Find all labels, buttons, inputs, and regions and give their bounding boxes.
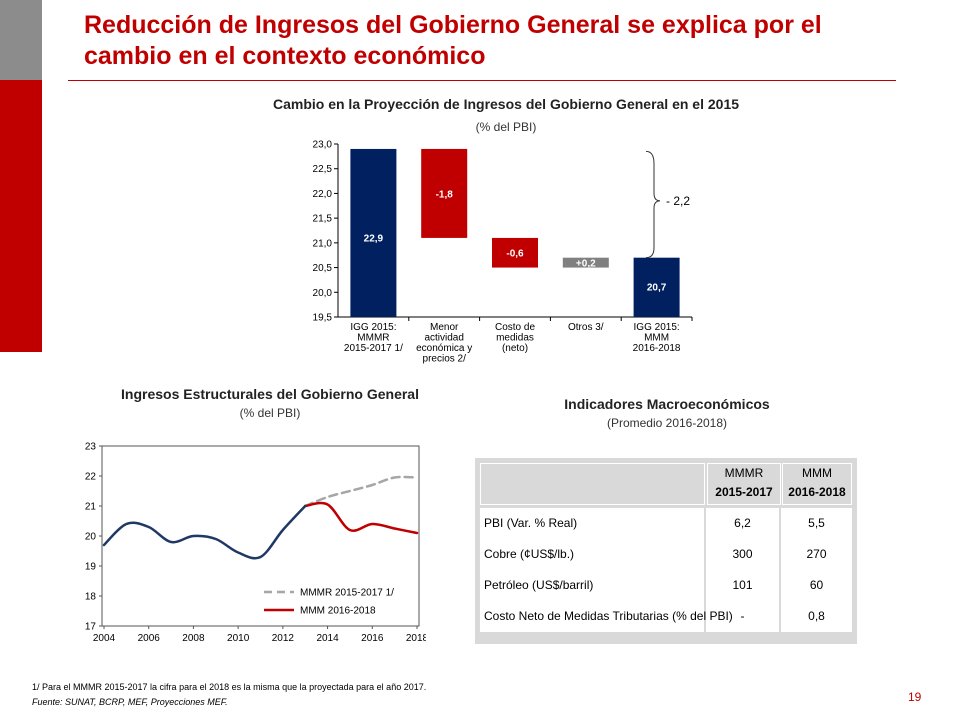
column-header-mmmr-line2: 2015-2017: [715, 485, 773, 499]
footnote: 1/ Para el MMMR 2015-2017 la cifra para …: [32, 682, 427, 692]
series-line: [303, 501, 419, 535]
column-divider-1: [704, 508, 706, 632]
y-tick-label: 21,5: [313, 214, 333, 225]
indicator-value-mmmr: -: [740, 609, 745, 623]
waterfall-bar: [350, 148, 397, 317]
y-tick-label: 17: [85, 622, 97, 633]
legend-label: MMM 2016-2018: [300, 606, 376, 617]
header-blank-cell: [480, 463, 705, 505]
indicator-value-mmmr: 101: [732, 578, 753, 592]
waterfall-bar: [562, 257, 609, 268]
plot-area-border: [101, 445, 420, 627]
slide-title: Reducción de Ingresos del Gobierno Gener…: [84, 10, 924, 72]
page-number: 19: [908, 690, 922, 704]
data-label: -1,8: [436, 189, 454, 200]
data-label: 20,7: [647, 282, 667, 293]
line-chart-title: Ingresos Estructurales del Gobierno Gene…: [121, 386, 419, 402]
y-tick-label: 18: [85, 592, 97, 603]
x-tick-label: IGG 2015: MMM 2016-2018: [633, 322, 681, 354]
indicator-value-mmm: 5,5: [808, 516, 825, 530]
indicator-row: Costo Neto de Medidas Tributarias (% del…: [480, 601, 852, 632]
indicator-value-mmm: 270: [806, 547, 827, 561]
column-divider-2: [779, 508, 781, 632]
waterfall-chart: 19,5 20,0 20,5 21,0 21,5 22,0 22,5 23,0 IGG 2015…: [313, 140, 693, 365]
legend-label: MMMR 2015-2017 1/: [300, 588, 394, 599]
indicator-label: Costo Neto de Medidas Tributarias (% del…: [484, 609, 733, 623]
indicators-subtitle: (Promedio 2016-2018): [606, 416, 728, 430]
indicator-row: PBI (Var. % Real) 6,2 5,5: [480, 508, 852, 539]
indicators-table-frame: MMMR 2015-2017 MMM 2016-2018 PBI (Var. %…: [475, 458, 857, 644]
column-header-mmmr: MMMR 2015-2017: [707, 463, 781, 505]
y-tick-label: 22: [85, 472, 97, 483]
slide-title-line-1: Reducción de Ingresos del Gobierno Gener…: [84, 11, 822, 39]
waterfall-bar: [421, 148, 468, 238]
indicator-value-mmm: 60: [809, 578, 824, 592]
x-tick-label: Menor actividad económica y precios 2/: [416, 322, 472, 365]
indicator-label: Petróleo (US$/barril): [484, 578, 594, 592]
indicators-title: Indicadores Macroeconómicos: [564, 396, 770, 412]
indicator-value-mmmr: 300: [732, 547, 753, 561]
column-header-mmm-line1: MMM: [802, 466, 832, 480]
indicators-body: PBI (Var. % Real) 6,2 5,5 Cobre (¢US$/lb…: [480, 508, 852, 632]
title-divider: [68, 80, 896, 81]
series-line: [303, 475, 419, 508]
y-tick-label: 21: [85, 502, 97, 513]
line-chart-subtitle: (% del PBI): [239, 406, 301, 420]
y-tick-label: 23,0: [313, 140, 333, 151]
indicator-value-mmmr: 6,2: [734, 516, 751, 530]
x-tick-label: 2014: [316, 633, 339, 644]
column-header-mmmr-line1: MMMR: [724, 466, 764, 480]
indicator-row: Petróleo (US$/barril) 101 60: [480, 570, 852, 601]
x-tick-label: 2012: [272, 633, 295, 644]
y-tick-label: 22,5: [313, 164, 333, 175]
data-label: +0,2: [576, 259, 596, 270]
waterfall-bar: [633, 257, 680, 317]
waterfall-bar: [492, 237, 538, 268]
y-tick-label: 20,0: [313, 288, 333, 299]
x-tick-label: 2008: [182, 633, 205, 644]
y-tick-label: 20: [85, 532, 97, 543]
sidebar-grey-band: [0, 0, 42, 80]
waterfall-chart-title: Cambio en la Proyección de Ingresos del …: [272, 96, 740, 112]
indicator-row: Cobre (¢US$/lb.) 300 270: [480, 539, 852, 570]
line-chart: 17 18 19 20 21 22 23 2004 2006 2008 2010 2012 2014 20…: [85, 442, 426, 645]
x-tick-label: Otros 3/: [568, 322, 604, 333]
indicator-value-mmm: 0,8: [808, 609, 825, 623]
indicator-label: Cobre (¢US$/lb.): [484, 547, 575, 561]
y-tick-label: 23: [85, 442, 97, 453]
x-tick-label: IGG 2015: MMMR 2015-2017 1/: [344, 322, 403, 354]
y-tick-label: 19,5: [313, 313, 333, 324]
x-tick-label: Costo de medidas (neto): [495, 322, 535, 354]
x-tick-label: 2010: [227, 633, 250, 644]
column-header-mmm: MMM 2016-2018: [782, 463, 852, 505]
indicator-label: PBI (Var. % Real): [484, 516, 578, 530]
x-tick-label: 2016: [361, 633, 384, 644]
data-label: 22,9: [364, 233, 384, 244]
series-line: [102, 504, 307, 560]
annotation-label: - 2,2: [666, 194, 690, 208]
x-tick-label: 2006: [138, 633, 161, 644]
x-tick-label: 2018: [406, 633, 426, 644]
y-tick-label: 20,5: [313, 263, 333, 274]
y-tick-label: 21,0: [313, 238, 333, 249]
y-tick-label: 22,0: [313, 189, 333, 200]
brace-annotation: [645, 150, 661, 259]
source-note: Fuente: SUNAT, BCRP, MEF, Proyecciones M…: [32, 697, 228, 707]
sidebar-red-band: [0, 80, 42, 352]
data-label: -0,6: [506, 249, 524, 260]
waterfall-chart-subtitle: (% del PBI): [475, 120, 537, 134]
x-tick-label: 2004: [93, 633, 116, 644]
slide-title-line-2: cambio en el contexto económico: [84, 42, 486, 70]
y-tick-label: 19: [85, 562, 97, 573]
column-header-mmm-line2: 2016-2018: [788, 485, 846, 499]
